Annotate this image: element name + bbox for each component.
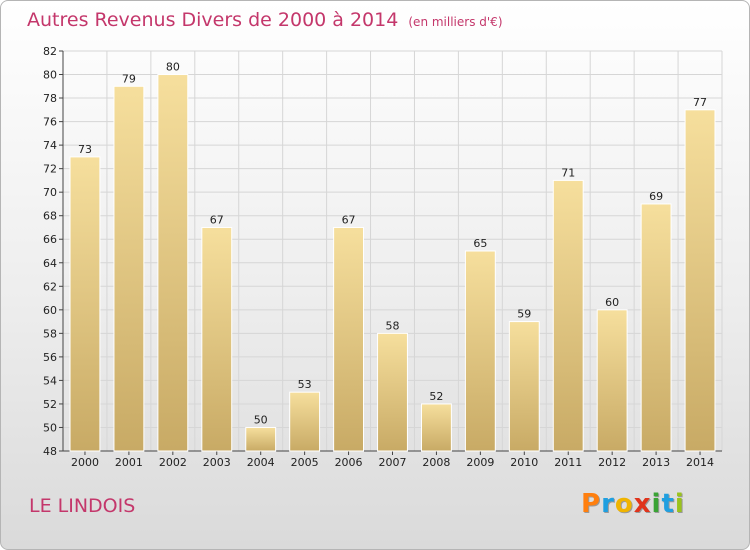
y-tick-label: 66: [43, 233, 57, 246]
bars: [69, 74, 716, 452]
y-tick-label: 72: [43, 163, 57, 176]
y-tick-label: 64: [43, 257, 57, 270]
bar-value-label: 59: [517, 308, 531, 321]
x-tick-label: 2008: [422, 456, 450, 469]
logo-letter: x: [633, 489, 652, 519]
y-tick-label: 76: [43, 116, 57, 129]
commune-name: LE LINDOIS: [29, 495, 136, 517]
logo-letter: P: [581, 489, 602, 519]
chart-unit: (en milliers d'€): [408, 15, 503, 29]
y-tick-label: 68: [43, 210, 57, 223]
chart-title: Autres Revenus Divers de 2000 à 2014: [27, 9, 399, 31]
bar-value-label: 80: [166, 61, 180, 74]
bar: [289, 391, 321, 452]
x-tick-label: 2001: [115, 456, 143, 469]
y-tick-label: 70: [43, 186, 57, 199]
y-tick-label: 58: [43, 327, 57, 340]
chart-title-block: Autres Revenus Divers de 2000 à 2014 (en…: [27, 9, 503, 31]
bar: [333, 226, 365, 452]
x-tick-label: 2011: [554, 456, 582, 469]
x-tick-label: 2002: [159, 456, 187, 469]
x-tick-label: 2009: [466, 456, 494, 469]
y-tick-label: 48: [43, 445, 57, 458]
logo-letter: t: [661, 489, 675, 519]
y-tick-label: 56: [43, 351, 57, 364]
labels: 48 50 52 54 56 58 60 62 64 66 68 70 72 74 76 78 80 82 73 20…: [43, 45, 714, 469]
bar: [201, 226, 233, 452]
x-tick-label: 2014: [686, 456, 714, 469]
bar: [420, 403, 452, 452]
bar-value-label: 50: [254, 413, 268, 426]
bar: [596, 309, 628, 452]
y-tick-label: 54: [43, 374, 57, 387]
bar-value-label: 71: [561, 166, 575, 179]
logo-letter: i: [651, 489, 662, 519]
bar: [69, 156, 101, 452]
x-tick-label: 2010: [510, 456, 538, 469]
y-tick-label: 82: [43, 45, 57, 58]
x-tick-label: 2000: [71, 456, 99, 469]
x-tick-label: 2003: [203, 456, 231, 469]
bar-value-label: 53: [298, 378, 312, 391]
logo-letter: i: [674, 489, 685, 519]
bar: [508, 321, 540, 452]
y-tick-label: 50: [43, 421, 57, 434]
y-tick-label: 74: [43, 139, 57, 152]
bar: [684, 109, 716, 452]
y-tick-label: 62: [43, 280, 57, 293]
y-tick-label: 80: [43, 69, 57, 82]
bar: [245, 426, 277, 452]
x-tick-label: 2007: [379, 456, 407, 469]
proxiti-logo[interactable]: Proxiti: [581, 489, 685, 519]
bar: [157, 74, 189, 452]
x-tick-label: 2006: [335, 456, 363, 469]
y-tick-label: 78: [43, 92, 57, 105]
logo-letter: r: [601, 489, 615, 519]
bar-value-label: 58: [386, 319, 400, 332]
bar: [552, 179, 584, 452]
bar: [464, 250, 496, 452]
x-tick-label: 2013: [642, 456, 670, 469]
y-tick-label: 60: [43, 304, 57, 317]
bar-value-label: 79: [122, 72, 136, 85]
bar-value-label: 60: [605, 296, 619, 309]
y-tick-label: 52: [43, 398, 57, 411]
bar-value-label: 77: [693, 96, 707, 109]
bar-value-label: 69: [649, 190, 663, 203]
x-tick-label: 2005: [291, 456, 319, 469]
bar-value-label: 52: [429, 390, 443, 403]
bar: [113, 85, 145, 452]
bar-value-label: 67: [342, 213, 356, 226]
bar-value-label: 67: [210, 213, 224, 226]
bar: [377, 332, 408, 452]
logo-letter: o: [614, 489, 634, 519]
bar: [640, 203, 672, 452]
x-tick-label: 2004: [247, 456, 275, 469]
bar-value-label: 73: [78, 143, 92, 156]
bar-value-label: 65: [473, 237, 487, 250]
x-tick-label: 2012: [598, 456, 626, 469]
